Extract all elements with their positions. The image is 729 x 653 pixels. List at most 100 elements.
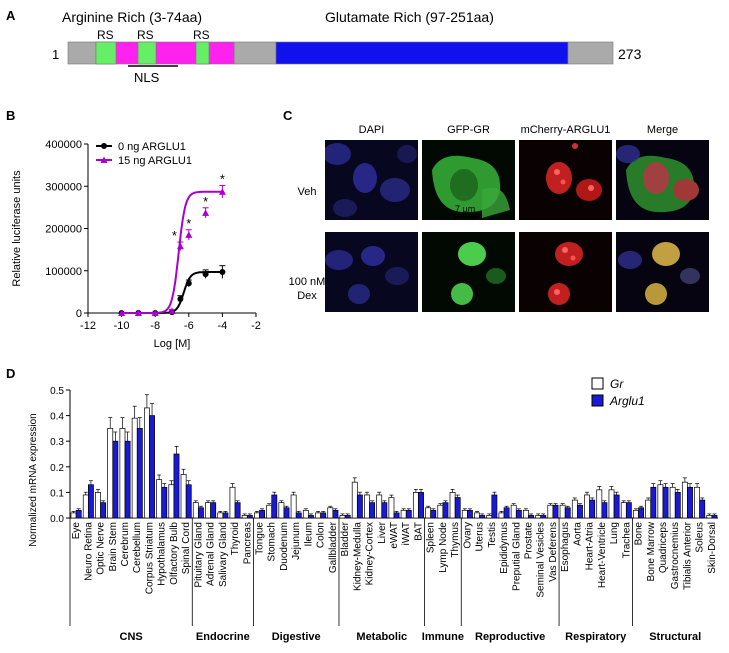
bar-arglu1 xyxy=(369,502,376,519)
bar-gr xyxy=(412,492,419,519)
bar-gr xyxy=(498,512,505,519)
tissue-label: Kidney-Medulla xyxy=(352,522,363,591)
tissue-label: Epididymus xyxy=(499,522,510,574)
bar-gr xyxy=(706,515,713,519)
bar-arglu1 xyxy=(112,440,119,519)
bar-arglu1 xyxy=(662,486,669,519)
data-point xyxy=(177,296,184,303)
group-label: Metabolic xyxy=(356,631,407,643)
y-tick-label: 0.2 xyxy=(50,463,64,474)
tissue-label: Prostate xyxy=(523,522,534,560)
x-tick-label: -12 xyxy=(80,320,96,332)
image-veh-dapi xyxy=(325,140,418,220)
significance-star: * xyxy=(172,228,177,243)
bar-arglu1 xyxy=(87,484,94,519)
tissue-label: Aorta xyxy=(572,522,583,546)
legend-marker xyxy=(101,143,107,149)
tissue-label: Cerebrum xyxy=(120,522,131,566)
data-point xyxy=(218,188,226,195)
y-tick-label: 0.5 xyxy=(50,386,64,397)
y-tick-label: 0.0 xyxy=(50,514,64,525)
bar-arglu1 xyxy=(442,502,449,519)
tissue-label: Spleen xyxy=(426,522,437,553)
bar-arglu1 xyxy=(100,502,107,519)
row-label-dex-line2: Dex xyxy=(297,290,317,302)
group-label: Structural xyxy=(649,631,701,643)
bar-arglu1 xyxy=(356,494,363,519)
glutamate-rich-label: Glutamate Rich (97-251aa) xyxy=(325,9,494,25)
y-tick-label: 0 xyxy=(76,308,82,320)
tissue-label: BAT xyxy=(413,522,424,541)
bar-gr xyxy=(95,492,101,519)
tissue-label: Bone Marrow xyxy=(646,521,657,581)
tissue-label: Corpus Striatum xyxy=(144,522,155,594)
panel-label-a: A xyxy=(6,8,16,23)
image-dex-merge xyxy=(616,232,709,312)
bar-gr xyxy=(107,428,114,519)
rs-label-2: RS xyxy=(137,28,154,42)
bar-gr xyxy=(192,502,199,519)
bar-gr xyxy=(229,486,236,519)
bar-gr xyxy=(608,489,615,519)
bar-gr xyxy=(327,507,334,519)
tissue-label: Stomach xyxy=(267,522,278,561)
bar-arglu1 xyxy=(332,509,339,519)
tissue-label: Liver xyxy=(377,521,388,543)
image-dex-mcherry xyxy=(519,232,612,312)
panel-label-b: B xyxy=(6,108,16,123)
x-tick-label: -6 xyxy=(184,320,194,332)
end-label: 273 xyxy=(618,46,642,62)
data-point xyxy=(185,231,193,238)
dose-response-chart: 0 100000 200000 300000 400000 -12 -10 -8 -6 -4 -2 L… xyxy=(11,139,261,350)
tissue-label: Preputial Gland xyxy=(511,522,522,591)
bar-arglu1 xyxy=(320,512,327,519)
data-point xyxy=(134,309,142,316)
bar-gr xyxy=(694,486,701,519)
bar-arglu1 xyxy=(699,499,706,519)
bar-gr xyxy=(302,509,309,519)
bar-gr xyxy=(254,512,260,519)
tissue-label: Cerebellum xyxy=(132,522,143,573)
tissue-label: eWAT xyxy=(389,522,400,549)
rs-domain-3 xyxy=(195,41,210,65)
fit-curve-0 xyxy=(121,271,222,314)
rs-domain-2 xyxy=(137,41,157,65)
tissue-label: Esophagus xyxy=(560,522,571,572)
tissue-label: Lung xyxy=(609,522,620,544)
bar-gr xyxy=(571,499,578,519)
bar-gr xyxy=(241,515,248,519)
group-label: Respiratory xyxy=(565,631,627,643)
bar-arglu1 xyxy=(564,507,571,519)
rs-label-3: RS xyxy=(193,28,210,42)
image-veh-merge xyxy=(616,140,709,220)
bar-gr xyxy=(290,494,297,519)
tissue-label: Brain Stem xyxy=(108,522,119,571)
panel-label-c: C xyxy=(283,108,293,123)
tissue-label: Bone xyxy=(634,522,645,546)
tissue-label: Duodenum xyxy=(279,522,290,571)
n-terminal-domain xyxy=(67,41,97,65)
bar-gr xyxy=(70,512,77,519)
bar-arglu1 xyxy=(625,502,632,519)
bar-gr xyxy=(388,497,395,519)
tissue-label: Trachea xyxy=(621,522,632,559)
tissue-label: Uterus xyxy=(475,522,486,551)
bar-arglu1 xyxy=(552,504,559,519)
data-point xyxy=(185,280,192,287)
domain-diagram: Arginine Rich (3-74aa) Glutamate Rich (9… xyxy=(52,9,642,85)
tissue-label: iWAT xyxy=(401,522,412,545)
bar-arglu1 xyxy=(246,515,253,519)
tissue-label: Hypothalamus xyxy=(157,522,168,586)
panel-label-d: D xyxy=(6,366,16,381)
image-veh-mcherry xyxy=(519,140,612,220)
bar-arglu1 xyxy=(674,492,681,519)
bar-gr xyxy=(535,515,542,519)
bar-arglu1 xyxy=(185,484,192,519)
bar-gr xyxy=(620,502,627,519)
tissue-label: Ileum xyxy=(303,522,314,546)
image-dex-dapi xyxy=(325,232,418,312)
bar-arglu1 xyxy=(75,509,82,519)
bar-gr xyxy=(131,417,138,519)
tissue-label: Eye xyxy=(71,522,82,540)
y-tick-label: 0.4 xyxy=(50,412,64,423)
